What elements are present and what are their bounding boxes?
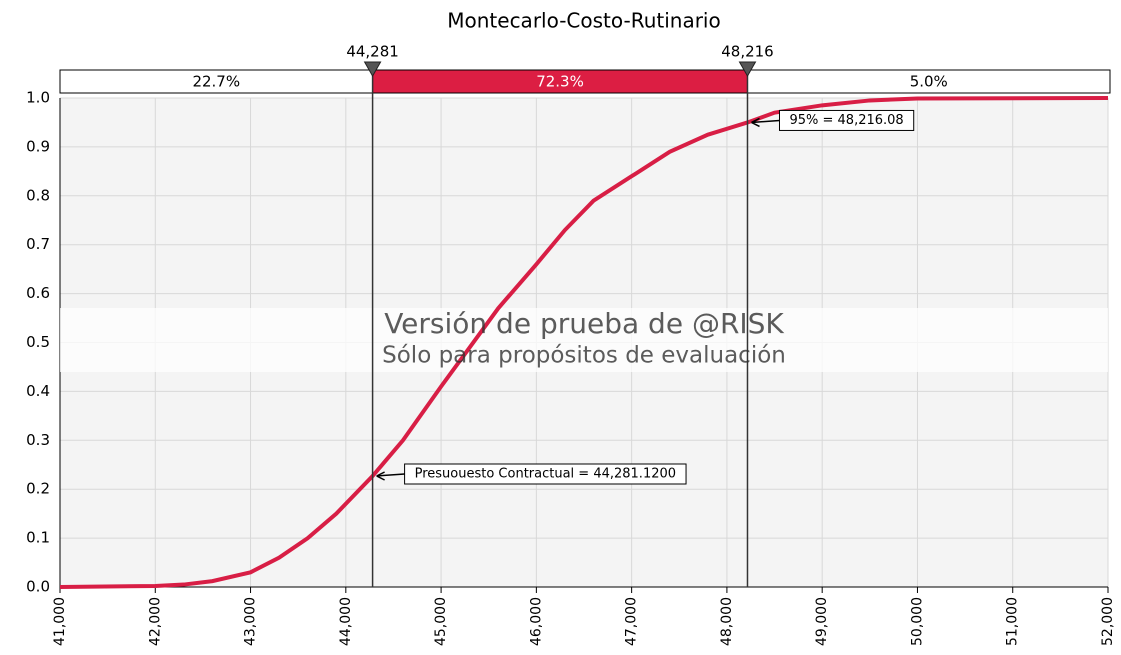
- band-label: 72.3%: [536, 73, 584, 91]
- annotation-arrow: [751, 117, 780, 128]
- annotation-text: 95% = 48,216.08: [789, 113, 903, 128]
- annotation: Presuouesto Contractual = 44,281.1200: [376, 463, 687, 485]
- annotation-arrow: [376, 471, 405, 481]
- y-tick-label: 0.5: [26, 333, 50, 351]
- cdf-line: [59, 96, 1109, 589]
- marker-triangle: [363, 61, 382, 78]
- x-tick-label: 52,000: [1100, 597, 1116, 646]
- y-tick-label: 0.7: [26, 235, 50, 253]
- chart-title: Montecarlo-Costo-Rutinario: [447, 9, 720, 33]
- marker-label: 48,216: [721, 43, 774, 61]
- marker-triangle: [738, 61, 757, 78]
- x-tick-label: 50,000: [909, 597, 925, 646]
- x-tick-label: 43,000: [243, 597, 259, 646]
- y-tick-label: 0.6: [26, 284, 50, 302]
- x-tick-label: 42,000: [147, 597, 163, 646]
- watermark-text: Sólo para propósitos de evaluación: [382, 343, 786, 369]
- x-tick-label: 47,000: [624, 597, 640, 646]
- x-tick-label: 48,000: [719, 597, 735, 646]
- y-tick-label: 0.8: [26, 186, 50, 204]
- x-tick-label: 44,000: [338, 597, 354, 646]
- y-tick-label: 1.0: [26, 89, 50, 107]
- x-tick-label: 49,000: [814, 597, 830, 646]
- y-tick-label: 0.3: [26, 431, 50, 449]
- y-tick-label: 0.2: [26, 480, 50, 498]
- band-label: 22.7%: [192, 73, 240, 91]
- watermark-text: Versión de prueba de @RISK: [384, 307, 784, 340]
- x-tick-label: 51,000: [1005, 597, 1021, 646]
- y-tick-label: 0.4: [26, 382, 50, 400]
- marker-label: 44,281: [346, 43, 399, 61]
- x-tick-label: 41,000: [52, 597, 68, 646]
- y-tick-label: 0.1: [26, 529, 50, 547]
- band-label: 5.0%: [910, 73, 948, 91]
- x-tick-label: 46,000: [528, 597, 544, 646]
- x-tick-label: 45,000: [433, 597, 449, 646]
- y-tick-label: 0.0: [26, 578, 50, 596]
- annotation-text: Presuouesto Contractual = 44,281.1200: [415, 466, 676, 481]
- y-tick-label: 0.9: [26, 137, 50, 155]
- watermark-band: [60, 308, 1108, 372]
- annotation: 95% = 48,216.08: [751, 109, 915, 131]
